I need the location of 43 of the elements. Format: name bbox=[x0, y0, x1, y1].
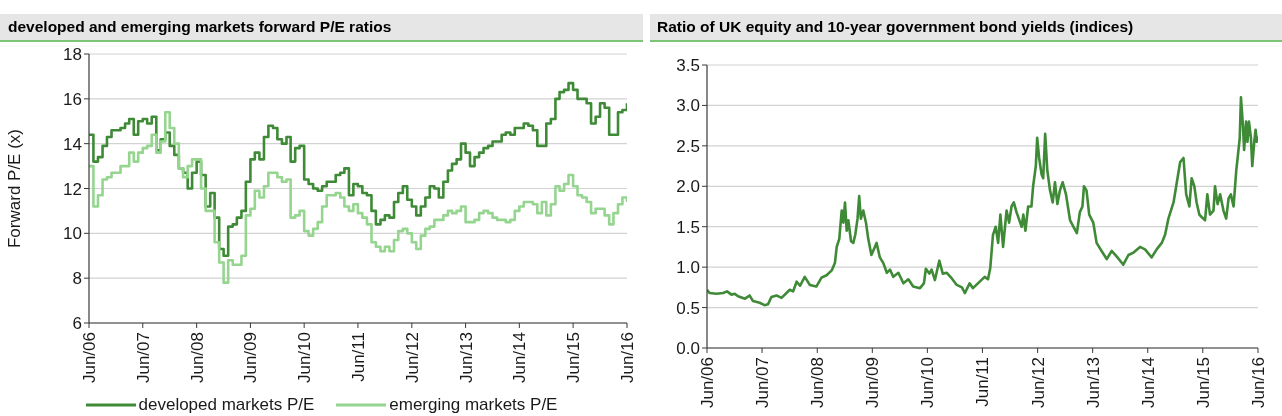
x-tick-label: Jun/07 bbox=[752, 357, 772, 409]
y-tick-label: 10 bbox=[63, 224, 82, 244]
x-tick-label: Jun/11 bbox=[348, 332, 368, 382]
y-tick-label: 1.5 bbox=[676, 217, 700, 237]
x-tick-label: Jun/09 bbox=[862, 357, 882, 409]
x-tick-label: Jun/07 bbox=[133, 332, 153, 384]
x-tick-label: Jun/08 bbox=[187, 332, 207, 384]
x-tick-label: Jun/12 bbox=[1028, 357, 1048, 409]
x-tick-label: Jun/09 bbox=[240, 332, 260, 384]
y-tick-label: 3.5 bbox=[676, 56, 700, 76]
x-tick-label: Jun/16 bbox=[617, 332, 637, 384]
x-tick-label: Jun/12 bbox=[402, 332, 422, 384]
chart-title: developed and emerging markets forward P/E ratios bbox=[8, 18, 392, 35]
y-tick-label: 18 bbox=[63, 45, 82, 65]
x-tick-label: Jun/10 bbox=[917, 357, 937, 409]
legend-label: developed markets P/E bbox=[138, 394, 315, 415]
x-tick-label: Jun/11 bbox=[972, 357, 992, 407]
y-tick-label: 2.0 bbox=[676, 177, 700, 197]
y-tick-label: 16 bbox=[63, 89, 82, 109]
x-tick-label: Jun/15 bbox=[563, 332, 583, 384]
x-tick-label: Jun/06 bbox=[79, 332, 99, 384]
legend-label: emerging markets P/E bbox=[389, 394, 558, 415]
x-tick-label: Jun/16 bbox=[1248, 357, 1268, 409]
x-tick-label: Jun/10 bbox=[294, 332, 314, 384]
x-tick-label: Jun/13 bbox=[456, 332, 476, 384]
y-tick-label: 0.0 bbox=[676, 339, 700, 359]
y-tick-label: 8 bbox=[72, 269, 82, 289]
y-axis-title: Forward P/E (x) bbox=[5, 128, 25, 249]
x-tick-label: Jun/14 bbox=[1138, 357, 1158, 409]
y-tick-label: 1.0 bbox=[676, 258, 700, 278]
y-tick-label: 3.0 bbox=[676, 96, 700, 116]
x-tick-label: Jun/06 bbox=[697, 357, 717, 409]
x-tick-label: Jun/08 bbox=[807, 357, 827, 409]
y-tick-label: 0.5 bbox=[676, 298, 700, 318]
chart-title: Ratio of UK equity and 10-year government bond yields (indices) bbox=[657, 18, 1134, 35]
x-tick-label: Jun/15 bbox=[1193, 357, 1213, 409]
y-tick-label: 2.5 bbox=[676, 136, 700, 156]
x-tick-label: Jun/14 bbox=[509, 332, 529, 384]
x-tick-label: Jun/13 bbox=[1083, 357, 1103, 409]
y-tick-label: 14 bbox=[63, 134, 82, 154]
y-tick-label: 12 bbox=[63, 179, 82, 199]
line-series bbox=[707, 96, 1258, 307]
y-tick-label: 6 bbox=[72, 314, 82, 334]
